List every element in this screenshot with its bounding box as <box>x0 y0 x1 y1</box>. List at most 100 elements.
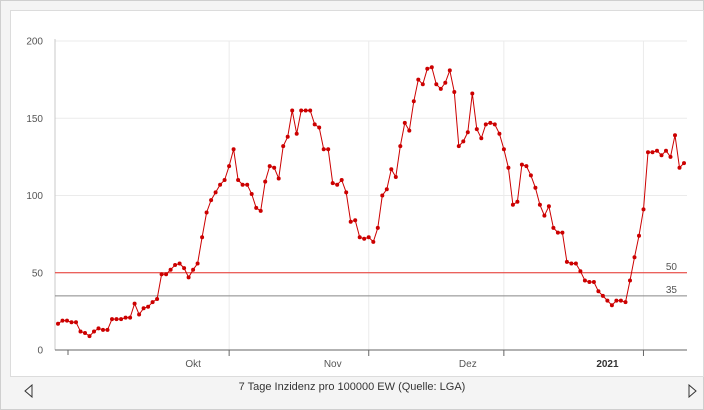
data-point <box>236 178 241 182</box>
y-tick-label: 200 <box>26 37 43 48</box>
data-point <box>407 128 412 133</box>
data-point <box>425 66 430 71</box>
data-point <box>308 108 313 113</box>
data-point <box>137 312 142 317</box>
data-point <box>452 90 457 94</box>
data-point <box>474 127 479 132</box>
data-point <box>447 68 452 73</box>
data-point <box>119 317 124 322</box>
data-point <box>74 320 78 325</box>
data-point <box>105 327 110 332</box>
data-point <box>204 210 209 215</box>
data-point <box>65 318 69 323</box>
data-point <box>326 147 331 152</box>
data-point <box>344 190 349 195</box>
data-point <box>128 315 133 320</box>
data-point <box>56 321 60 326</box>
data-point <box>614 298 619 303</box>
data-point <box>78 329 83 334</box>
data-point <box>389 167 394 172</box>
data-point <box>519 162 524 167</box>
data-point <box>339 178 344 182</box>
data-point <box>402 120 407 125</box>
data-point <box>303 108 308 113</box>
data-point <box>177 261 182 266</box>
data-point <box>213 190 218 195</box>
data-point <box>375 225 380 230</box>
data-point <box>276 176 281 181</box>
data-point <box>528 173 533 178</box>
data-point <box>682 161 686 166</box>
data-point <box>191 267 196 272</box>
data-point <box>578 269 583 274</box>
data-point <box>321 147 326 152</box>
data-point <box>569 261 574 266</box>
data-point <box>83 331 87 335</box>
scroll-left-button[interactable] <box>22 384 36 398</box>
data-point <box>362 236 367 241</box>
data-point <box>69 320 74 325</box>
data-point <box>524 164 529 169</box>
triangle-right-icon <box>688 384 697 398</box>
data-point <box>330 181 335 186</box>
triangle-left-icon <box>24 384 33 398</box>
data-point <box>564 259 569 264</box>
x-tick-label: 2021 <box>596 359 619 370</box>
data-point <box>488 120 493 125</box>
x-tick-label: Nov <box>324 359 342 370</box>
data-point <box>348 219 353 224</box>
data-point <box>591 280 596 284</box>
y-tick-label: 100 <box>26 191 43 202</box>
data-point <box>637 233 641 238</box>
data-point <box>258 208 263 213</box>
data-point <box>110 317 114 322</box>
data-point <box>515 199 520 204</box>
data-point <box>240 182 245 187</box>
data-point <box>542 213 547 218</box>
data-point <box>150 300 155 305</box>
data-point <box>438 86 443 91</box>
data-point <box>479 136 484 141</box>
data-point <box>123 315 128 320</box>
data-point <box>218 182 223 187</box>
data-point <box>664 148 668 153</box>
data-point <box>380 193 385 198</box>
data-point <box>537 202 542 207</box>
chart-caption: 7 Tage Inzidenz pro 100000 EW (Quelle: L… <box>238 381 466 393</box>
y-tick-label: 0 <box>37 346 43 357</box>
data-point <box>411 99 416 104</box>
data-point <box>398 144 403 149</box>
data-point <box>628 278 632 283</box>
data-point <box>429 65 434 70</box>
data-point <box>533 185 538 190</box>
data-point <box>434 82 439 87</box>
data-point <box>245 182 250 187</box>
data-point <box>623 300 628 305</box>
reference-line-label: 35 <box>666 285 678 296</box>
data-point <box>609 303 614 308</box>
y-tick-label: 150 <box>26 114 43 125</box>
reference-line-label: 50 <box>666 262 678 273</box>
data-point <box>263 179 268 184</box>
data-point <box>582 278 587 283</box>
x-tick-label: Dez <box>459 359 477 370</box>
data-point <box>60 318 65 323</box>
data-point <box>164 272 169 277</box>
data-point <box>443 80 448 85</box>
data-point <box>668 154 673 159</box>
data-point <box>101 327 105 332</box>
data-point <box>646 150 650 155</box>
data-point <box>573 261 578 266</box>
data-point <box>335 182 340 187</box>
data-point <box>600 293 605 298</box>
data-point <box>209 198 214 203</box>
scroll-right-button[interactable] <box>685 384 699 398</box>
data-point <box>510 202 515 207</box>
data-point <box>186 275 191 280</box>
data-point <box>470 91 475 96</box>
data-point <box>465 130 470 135</box>
data-point <box>420 82 425 87</box>
data-point <box>132 301 137 306</box>
data-point <box>92 329 96 334</box>
data-point <box>141 306 146 311</box>
